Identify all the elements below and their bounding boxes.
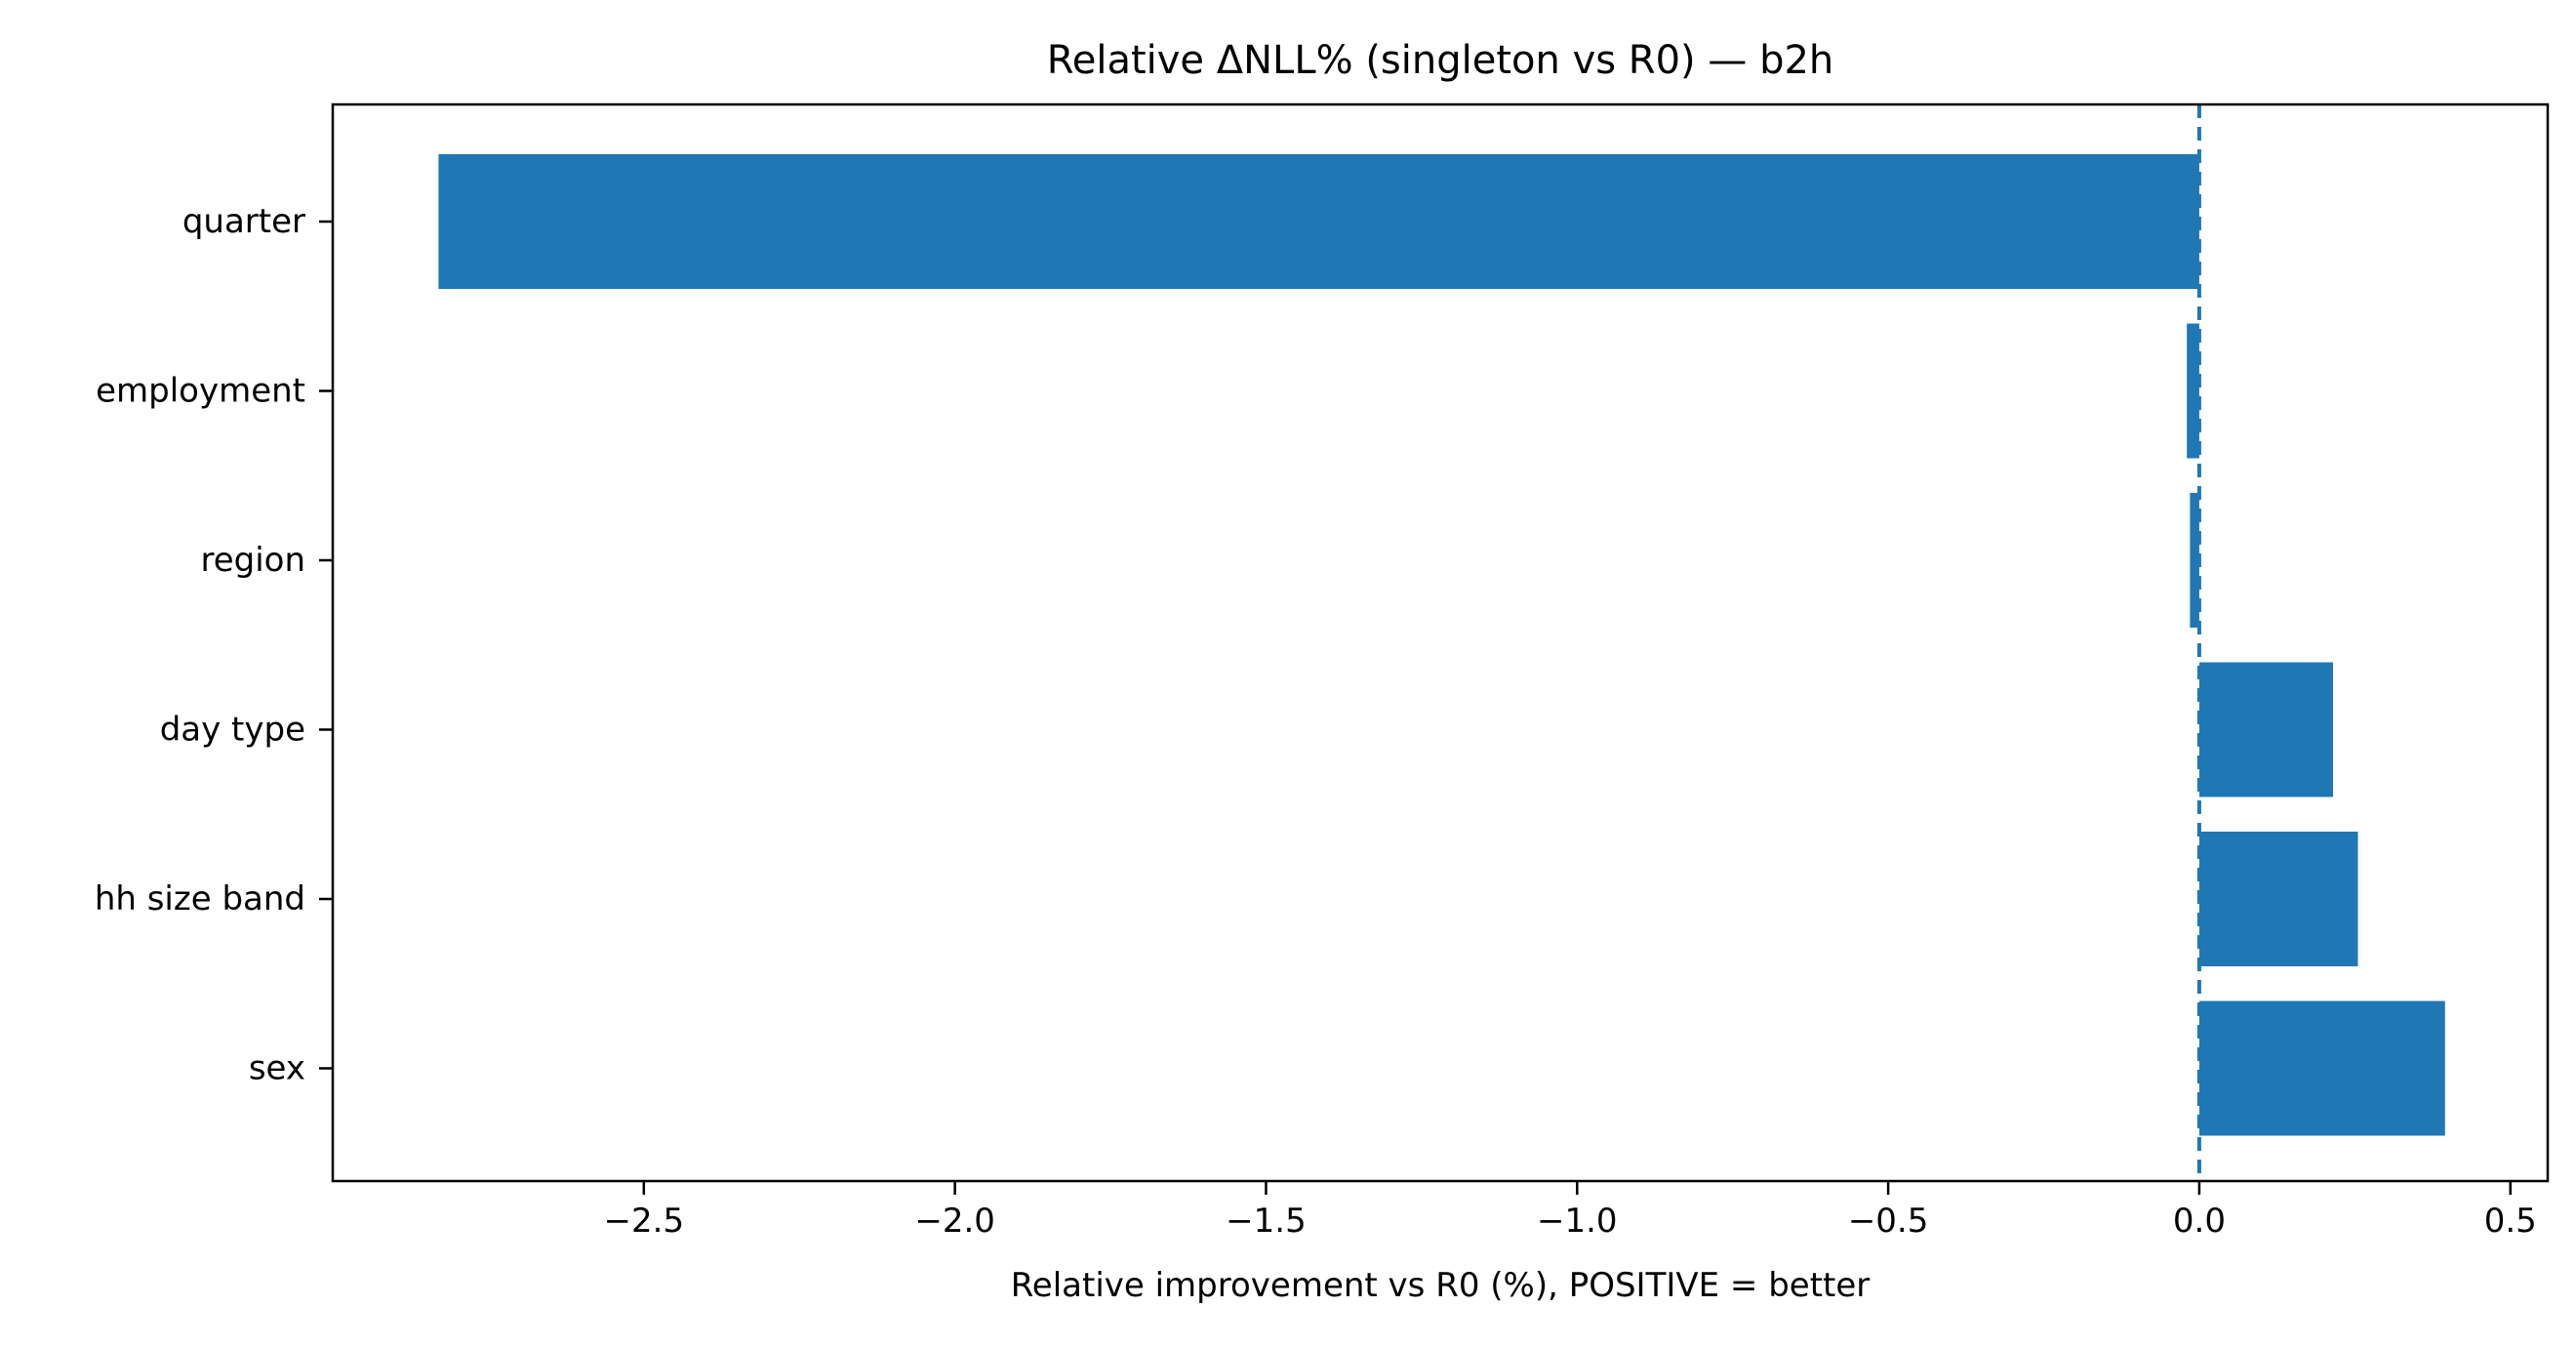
x-tick-label-5: 0.0 (2173, 1202, 2226, 1241)
y-tick-label-sex: sex (249, 1049, 305, 1088)
bar-day-type (2198, 662, 2334, 797)
x-tick-label-0: −2.5 (604, 1202, 685, 1241)
bar-hh-size-band (2198, 832, 2358, 966)
bar-employment (2187, 323, 2199, 459)
bars-group (438, 154, 2445, 1136)
y-tick-label-day-type: day type (160, 711, 305, 750)
plot-frame (331, 102, 2550, 1183)
x-tick-label-6: 0.5 (2484, 1202, 2537, 1241)
y-tick-label-region: region (200, 541, 305, 580)
y-tick-label-quarter: quarter (182, 202, 305, 241)
x-axis: −2.5 −2.0 −1.5 −1.0 −0.5 0.0 0.5 (604, 1181, 2537, 1241)
y-axis: quarter employment region day type hh size b… (95, 202, 333, 1088)
chart-title: Relative ΔNLL% (singleton vs R0) — b2h (1047, 38, 1834, 83)
x-axis-label: Relative improvement vs R0 (%), POSITIVE… (1011, 1266, 1871, 1305)
bar-quarter (438, 154, 2199, 289)
x-tick-label-2: −1.5 (1226, 1202, 1307, 1241)
x-tick-label-4: −0.5 (1848, 1202, 1929, 1241)
x-tick-label-3: −1.0 (1537, 1202, 1618, 1241)
y-tick-label-employment: employment (96, 372, 305, 411)
bar-sex (2198, 1000, 2445, 1136)
bar-region (2190, 493, 2199, 628)
x-tick-label-1: −2.0 (914, 1202, 995, 1241)
y-tick-label-hh-size-band: hh size band (95, 879, 305, 918)
